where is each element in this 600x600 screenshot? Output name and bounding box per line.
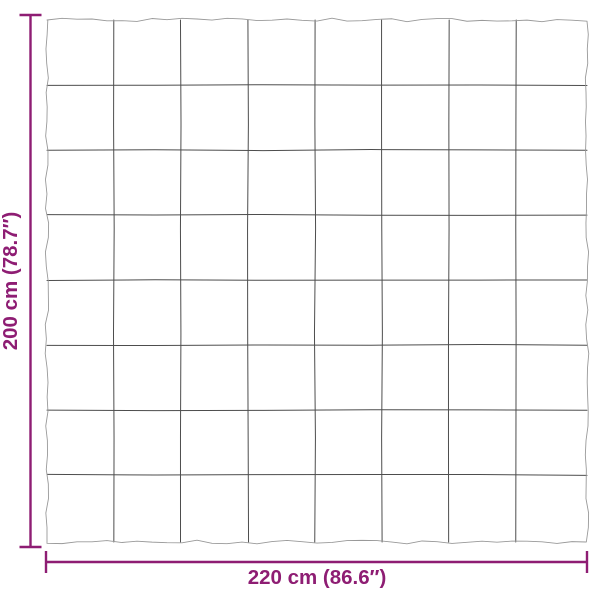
svg-text:200 cm (78.7″): 200 cm (78.7″)	[0, 212, 22, 351]
svg-text:220 cm (86.6″): 220 cm (86.6″)	[248, 566, 387, 589]
